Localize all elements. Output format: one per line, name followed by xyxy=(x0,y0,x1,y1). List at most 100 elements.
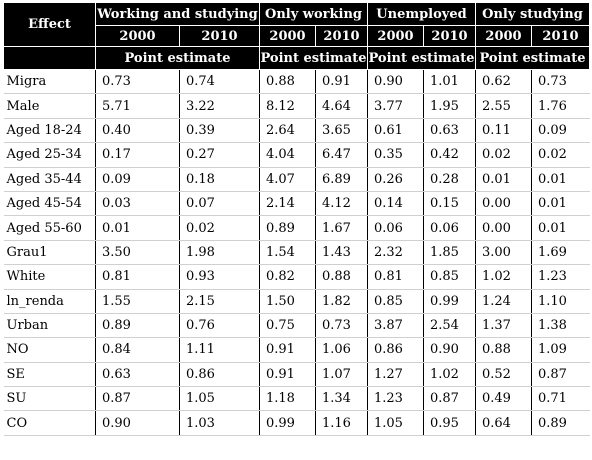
year-header: 2000 xyxy=(367,25,424,47)
row-label: Aged 55-60 xyxy=(3,215,96,241)
table-cell: 2.15 xyxy=(179,289,260,314)
row-label: Aged 18-24 xyxy=(3,118,96,144)
table-cell: 4.07 xyxy=(259,167,316,192)
table-cell: 1.16 xyxy=(315,410,368,436)
row-label: Aged 45-54 xyxy=(3,191,96,217)
row-label: SU xyxy=(3,386,96,412)
table-cell: 2.64 xyxy=(259,118,316,144)
table-cell: 4.64 xyxy=(315,93,368,119)
table-cell: 1.85 xyxy=(423,240,476,266)
table-cell: 1.50 xyxy=(259,289,316,314)
table-cell: 2.32 xyxy=(367,240,424,266)
table-cell: 0.87 xyxy=(423,386,476,412)
table-cell: 0.89 xyxy=(259,215,316,241)
table-cell: 2.54 xyxy=(423,313,476,339)
table-cell: 0.86 xyxy=(179,362,260,388)
table-cell: 0.01 xyxy=(531,191,590,217)
table-cell: 0.18 xyxy=(179,167,260,192)
table-row: White 0.81 0.93 0.82 0.88 0.81 0.85 1.02 1.23 xyxy=(3,264,590,290)
table-cell: 3.87 xyxy=(367,313,424,339)
table-cell: 1.01 xyxy=(423,69,476,95)
year-header: 2000 xyxy=(259,25,316,47)
table-cell: 0.87 xyxy=(531,362,590,388)
table-cell: 0.90 xyxy=(367,69,424,95)
year-header: 2010 xyxy=(179,25,260,47)
table-cell: 0.49 xyxy=(475,386,532,412)
table-cell: 8.12 xyxy=(259,93,316,119)
table-cell: 4.12 xyxy=(315,191,368,217)
table-cell: 0.39 xyxy=(179,118,260,144)
table-cell: 1.43 xyxy=(315,240,368,266)
table-cell: 0.76 xyxy=(179,313,260,339)
table-cell: 1.38 xyxy=(531,313,590,339)
row-label: CO xyxy=(3,410,96,436)
row-label: Grau1 xyxy=(3,240,96,266)
table-cell: 0.71 xyxy=(531,386,590,412)
table-row: Aged 45-54 0.03 0.07 2.14 4.12 0.14 0.15 0.00 0.… xyxy=(3,191,590,217)
effect-header-spacer xyxy=(3,46,96,70)
table-cell: 0.02 xyxy=(531,142,590,168)
table-cell: 1.05 xyxy=(179,386,260,412)
table-cell: 1.37 xyxy=(475,313,532,339)
table-cell: 6.47 xyxy=(315,142,368,168)
table-cell: 0.15 xyxy=(423,191,476,217)
point-estimate-header: Point estimate xyxy=(367,46,476,70)
table-cell: 1.23 xyxy=(367,386,424,412)
row-label: SE xyxy=(3,362,96,388)
table-row: ln_renda 1.55 2.15 1.50 1.82 0.85 0.99 1.24 1.10 xyxy=(3,289,590,314)
table-cell: 0.63 xyxy=(423,118,476,144)
row-label: Migra xyxy=(3,69,96,95)
table-cell: 0.95 xyxy=(423,410,476,436)
group-header-only-studying: Only studying xyxy=(474,2,591,26)
table-row: Migra 0.73 0.74 0.88 0.91 0.90 1.01 0.62 0.73 xyxy=(3,69,590,95)
table-cell: 0.85 xyxy=(423,264,476,290)
table-cell: 1.05 xyxy=(367,410,424,436)
table-header: Effect Working and studying Only working… xyxy=(3,2,591,70)
table-cell: 5.71 xyxy=(95,93,180,119)
table-cell: 0.00 xyxy=(475,215,532,241)
table-cell: 0.82 xyxy=(259,264,316,290)
row-label: Urban xyxy=(3,313,96,339)
table-cell: 0.61 xyxy=(367,118,424,144)
year-header: 2000 xyxy=(475,25,532,47)
table-row: Aged 55-60 0.01 0.02 0.89 1.67 0.06 0.06 0.00 0.… xyxy=(3,215,590,241)
table-cell: 3.22 xyxy=(179,93,260,119)
table-cell: 3.00 xyxy=(475,240,532,266)
table-cell: 0.87 xyxy=(95,386,180,412)
table-row: SU 0.87 1.05 1.18 1.34 1.23 0.87 0.49 0.71 xyxy=(3,386,590,412)
table-cell: 0.09 xyxy=(531,118,590,144)
table-cell: 0.35 xyxy=(367,142,424,168)
table-row: Grau1 3.50 1.98 1.54 1.43 2.32 1.85 3.00 1.69 xyxy=(3,240,590,266)
table-cell: 0.88 xyxy=(259,69,316,95)
table-cell: 0.06 xyxy=(423,215,476,241)
table-cell: 0.40 xyxy=(95,118,180,144)
table-cell: 1.09 xyxy=(531,337,590,363)
year-header: 2010 xyxy=(423,25,476,47)
table-cell: 0.89 xyxy=(95,313,180,339)
table-cell: 0.91 xyxy=(315,69,368,95)
table-cell: 0.81 xyxy=(367,264,424,290)
table-cell: 1.06 xyxy=(315,337,368,363)
table-cell: 1.02 xyxy=(475,264,532,290)
table-cell: 1.34 xyxy=(315,386,368,412)
row-label: Aged 25-34 xyxy=(3,142,96,168)
table-cell: 0.63 xyxy=(95,362,180,388)
row-label: ln_renda xyxy=(3,289,96,314)
table-cell: 0.91 xyxy=(259,337,316,363)
table-cell: 0.81 xyxy=(95,264,180,290)
table-cell: 0.01 xyxy=(531,167,590,192)
table-cell: 1.02 xyxy=(423,362,476,388)
group-header-unemployed: Unemployed xyxy=(367,2,476,26)
table-cell: 1.82 xyxy=(315,289,368,314)
table-cell: 0.14 xyxy=(367,191,424,217)
effect-header: Effect xyxy=(3,2,96,47)
table-cell: 0.28 xyxy=(423,167,476,192)
table-row: SE 0.63 0.86 0.91 1.07 1.27 1.02 0.52 0.87 xyxy=(3,362,590,388)
year-header: 2010 xyxy=(315,25,368,47)
table-cell: 0.01 xyxy=(531,215,590,241)
table-cell: 1.10 xyxy=(531,289,590,314)
year-header: 2010 xyxy=(530,25,591,47)
table-cell: 0.93 xyxy=(179,264,260,290)
table-cell: 0.99 xyxy=(423,289,476,314)
point-estimate-header: Point estimate xyxy=(474,46,591,70)
